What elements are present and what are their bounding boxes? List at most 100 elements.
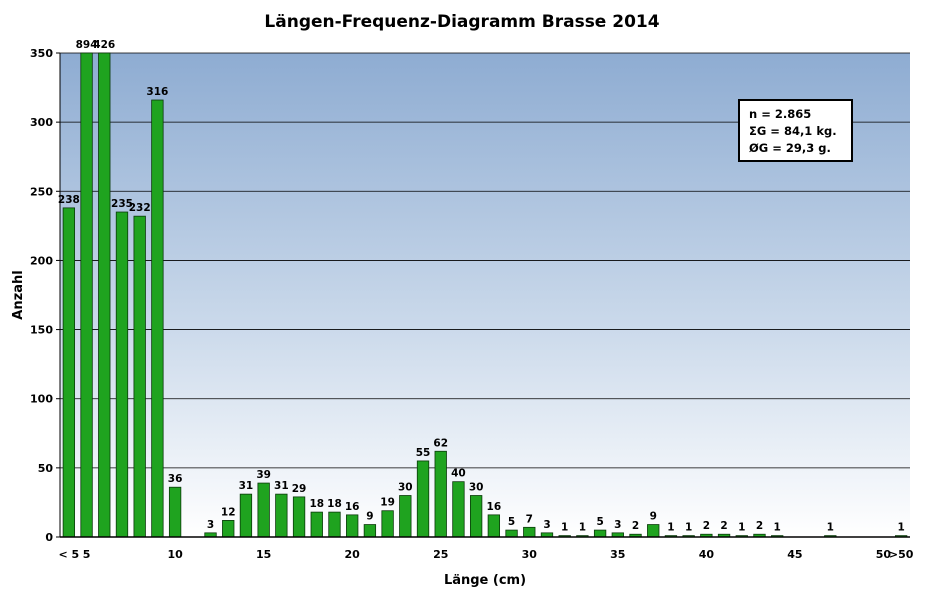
- bar: [647, 524, 660, 538]
- data-label: 29: [292, 483, 307, 495]
- data-label: 39: [256, 469, 271, 481]
- bar: [416, 460, 430, 538]
- y-tick-label: 100: [30, 393, 53, 406]
- stats-total-weight: ΣG = 84,1 kg.: [749, 124, 837, 138]
- x-tick-label: 10: [167, 548, 183, 561]
- y-tick-label: 0: [45, 531, 53, 544]
- x-tick-label: 35: [610, 548, 625, 561]
- data-label: 12: [221, 506, 236, 518]
- data-label: 3: [614, 519, 621, 531]
- data-label: 7: [526, 513, 533, 525]
- x-tick-label: 5: [83, 548, 91, 561]
- data-label: 18: [327, 498, 342, 510]
- data-label: 16: [487, 501, 502, 513]
- bar: [381, 510, 394, 538]
- data-label: 426: [93, 39, 115, 51]
- bar: [239, 493, 253, 538]
- y-tick-label: 200: [30, 254, 53, 267]
- bar: [487, 514, 501, 538]
- data-label: 9: [366, 511, 373, 523]
- x-tick-label: 40: [699, 548, 715, 561]
- data-label: 1: [667, 522, 674, 534]
- bar: [133, 215, 146, 538]
- data-label: 1: [738, 522, 745, 534]
- x-axis-title: Länge (cm): [444, 573, 526, 588]
- bar: [469, 495, 483, 538]
- y-tick-label: 250: [30, 185, 53, 198]
- y-axis-title: Anzahl: [11, 270, 26, 319]
- data-label: 2: [756, 520, 763, 532]
- stats-mean-weight: ØG = 29,3 g.: [749, 141, 831, 155]
- data-label: 31: [274, 480, 289, 492]
- bar: [151, 99, 164, 538]
- bar: [523, 526, 536, 538]
- y-tick-label: 150: [30, 324, 53, 337]
- data-label: 2: [703, 520, 710, 532]
- data-label: 235: [111, 198, 133, 210]
- data-label: 18: [309, 498, 324, 510]
- bar: [222, 520, 235, 538]
- x-tick-label: >50: [889, 548, 914, 561]
- data-label: 40: [451, 468, 466, 480]
- bar: [399, 495, 412, 538]
- x-tick-label: < 5: [59, 548, 80, 561]
- bar: [434, 450, 447, 538]
- x-tick-label: 25: [433, 548, 448, 561]
- bar: [346, 514, 359, 538]
- data-label: 5: [596, 516, 603, 528]
- data-label: 1: [774, 522, 781, 534]
- bar: [257, 482, 270, 538]
- bar: [452, 481, 465, 538]
- data-label: 30: [398, 482, 413, 494]
- bar: [115, 211, 129, 538]
- bar: [292, 496, 306, 538]
- bar: [505, 529, 518, 538]
- bar: [98, 52, 111, 538]
- bar: [593, 529, 607, 538]
- bar: [363, 524, 377, 538]
- data-label: 1: [897, 522, 904, 534]
- x-tick-label: 45: [787, 548, 802, 561]
- data-label: 16: [345, 501, 360, 513]
- bar: [310, 511, 323, 538]
- bar: [168, 486, 182, 538]
- data-label: 1: [685, 522, 692, 534]
- data-label: 232: [129, 202, 151, 214]
- data-label: 2: [720, 520, 727, 532]
- data-label: 9: [650, 511, 657, 523]
- data-label: 30: [469, 482, 484, 494]
- data-label: 5: [508, 516, 515, 528]
- data-label: 62: [433, 437, 448, 449]
- x-tick-label: 15: [256, 548, 271, 561]
- data-label: 31: [239, 480, 254, 492]
- y-tick-label: 50: [38, 462, 54, 475]
- bar: [80, 52, 93, 538]
- data-label: 55: [416, 447, 431, 459]
- data-label: 1: [827, 522, 834, 534]
- x-tick-label: 50: [876, 548, 892, 561]
- x-tick-label: 30: [522, 548, 538, 561]
- y-tick-label: 350: [30, 47, 53, 60]
- data-label: 1: [561, 522, 568, 534]
- data-label: 36: [168, 473, 183, 485]
- data-label: 238: [58, 194, 80, 206]
- bar: [328, 511, 341, 538]
- x-tick-label: 20: [345, 548, 361, 561]
- bar: [275, 493, 288, 538]
- data-label: 19: [380, 497, 395, 509]
- stats-annotation-box: n = 2.865 ΣG = 84,1 kg. ØG = 29,3 g.: [738, 99, 853, 162]
- data-label: 1: [579, 522, 586, 534]
- chart-title: Längen-Frequenz-Diagramm Brasse 2014: [264, 12, 659, 32]
- data-label: 894: [76, 39, 98, 51]
- data-label: 2: [632, 520, 639, 532]
- x-tick-labels: < 5 5 10 15 20 25 30 35 40 45 50>50: [59, 548, 914, 561]
- stats-count: n = 2.865: [749, 107, 812, 121]
- data-label: 316: [146, 86, 168, 98]
- data-label: 3: [543, 519, 550, 531]
- bar: [62, 207, 76, 538]
- y-tick-labels: 0 50 100 150 200 250 300 350: [30, 47, 53, 544]
- data-label: 3: [207, 519, 214, 531]
- y-tick-label: 300: [30, 116, 53, 129]
